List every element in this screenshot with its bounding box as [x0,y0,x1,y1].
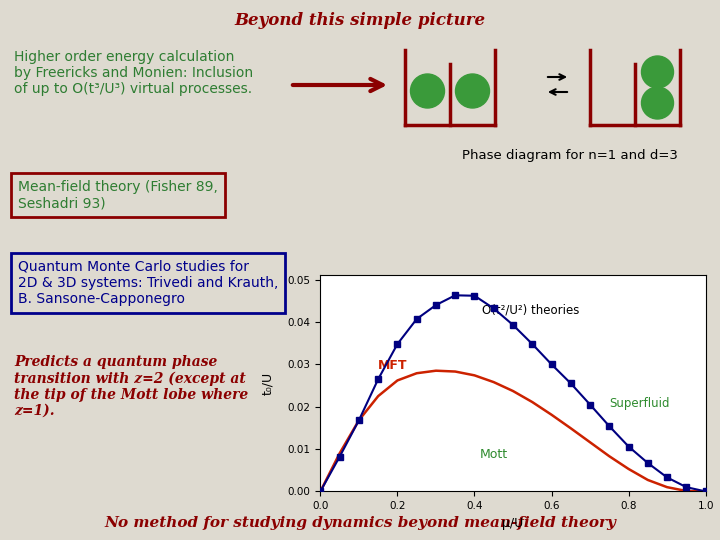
Text: O(t²/U²) theories: O(t²/U²) theories [482,303,580,316]
Circle shape [456,74,490,108]
Text: Quantum Monte Carlo studies for
2D & 3D systems: Trivedi and Krauth,
B. Sansone-: Quantum Monte Carlo studies for 2D & 3D … [18,260,279,306]
Text: Predicts a quantum phase
transition with z=2 (except at
the tip of the Mott lobe: Predicts a quantum phase transition with… [14,355,248,418]
Y-axis label: t₀/U: t₀/U [261,372,274,395]
Text: Phase diagram for n=1 and d=3: Phase diagram for n=1 and d=3 [462,149,678,162]
Text: Beyond this simple picture: Beyond this simple picture [235,12,485,29]
Text: Mean-field theory (Fisher 89,
Seshadri 93): Mean-field theory (Fisher 89, Seshadri 9… [18,180,218,210]
Text: MFT: MFT [378,359,408,372]
X-axis label: μ/U: μ/U [503,517,523,530]
Text: Mott: Mott [480,448,508,461]
Text: No method for studying dynamics beyond mean-field theory: No method for studying dynamics beyond m… [104,516,616,530]
Circle shape [642,87,673,119]
Text: Superfluid: Superfluid [609,397,670,410]
Text: Higher order energy calculation
by Freericks and Monien: Inclusion
of up to O(t³: Higher order energy calculation by Freer… [14,50,253,97]
Circle shape [642,56,673,88]
Circle shape [410,74,444,108]
